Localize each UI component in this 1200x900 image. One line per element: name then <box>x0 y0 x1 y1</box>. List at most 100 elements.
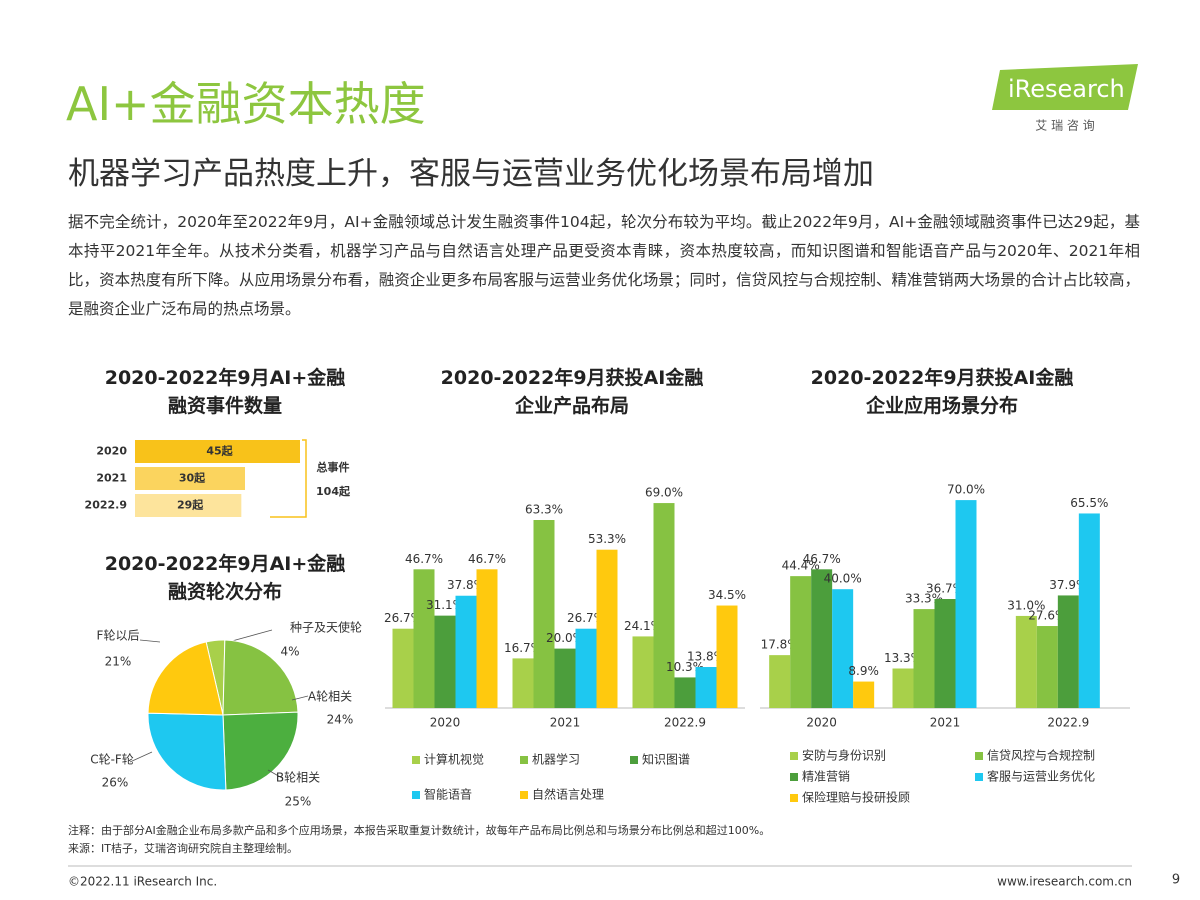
value-label: 65.5% <box>1070 496 1108 510</box>
pie-value: 26% <box>102 776 129 790</box>
bar <box>554 648 576 708</box>
value-label: 31.0% <box>1007 598 1045 612</box>
logo-sub: 艾 瑞 咨 询 <box>1035 118 1094 133</box>
value-label: 53.3% <box>588 532 626 546</box>
source: 来源：IT桔子，艾瑞咨询研究院自主整理绘制。 <box>68 842 298 855</box>
x-tick-label: 2022.9 <box>1047 716 1089 730</box>
value-label: 10.3% <box>666 660 704 674</box>
title: AI+金融资本热度 <box>66 77 426 131</box>
bar <box>434 615 456 708</box>
value-label: 37.8% <box>447 578 485 592</box>
value-label: 26.7% <box>567 611 605 625</box>
bar <box>913 609 935 708</box>
category-label: 2020 <box>96 445 127 458</box>
note: 注释：由于部分AI金融企业布局多款产品和多个应用场景，本报告采取重复计数统计，故… <box>68 824 771 837</box>
value-label: 30起 <box>179 471 206 485</box>
value-label: 70.0% <box>947 483 985 497</box>
value-label: 17.8% <box>761 638 799 652</box>
value-label: 37.9% <box>1049 578 1087 592</box>
pie-value: 21% <box>105 655 132 669</box>
bar <box>392 628 414 708</box>
leader-line <box>231 629 273 642</box>
value-label: 63.3% <box>525 502 563 516</box>
legend-label: 精准营销 <box>802 770 850 784</box>
copyright: ©2022.11 iResearch Inc. <box>68 875 217 889</box>
value-label: 46.7% <box>405 552 443 566</box>
pie-value: 25% <box>285 795 312 809</box>
value-label: 26.7% <box>384 611 422 625</box>
subtitle: 机器学习产品热度上升，客服与运营业务优化场景布局增加 <box>68 156 874 192</box>
value-label: 13.8% <box>687 650 725 664</box>
bar <box>790 576 812 708</box>
pie-label: B轮相关 <box>276 771 320 785</box>
chart-title: 2020-2022年9月获投AI金融 企业产品布局 <box>440 367 704 417</box>
pie-label: C轮-F轮 <box>90 753 134 767</box>
value-label: 34.5% <box>708 588 746 602</box>
x-tick-label: 2020 <box>430 716 461 730</box>
leader-line <box>267 769 283 779</box>
bar <box>832 589 854 708</box>
value-label: 29起 <box>177 498 204 512</box>
legend-swatch <box>790 752 798 760</box>
legend-swatch <box>630 756 638 764</box>
value-label: 46.7% <box>803 552 841 566</box>
pie-label: 种子及天使轮 <box>290 620 362 635</box>
value-label: 45起 <box>206 444 233 458</box>
legend-label: 保险理赔与投研投顾 <box>802 790 910 805</box>
pie-slice <box>147 641 224 716</box>
value-label: 31.1% <box>426 598 464 612</box>
legend-label: 机器学习 <box>532 752 580 767</box>
value-label: 20.0% <box>546 631 584 645</box>
value-label: 27.6% <box>1028 609 1066 623</box>
bar <box>135 467 245 490</box>
pie-label: F轮以后 <box>97 629 140 643</box>
value-label: 44.4% <box>782 559 820 573</box>
leader-line <box>129 751 153 763</box>
bar <box>512 658 534 708</box>
x-tick-label: 2021 <box>550 716 581 730</box>
value-label: 33.3% <box>905 592 943 606</box>
bar <box>674 677 696 708</box>
value-label: 16.7% <box>504 641 542 655</box>
bar <box>1078 513 1100 708</box>
value-label: 69.0% <box>645 486 683 500</box>
bar <box>716 605 738 708</box>
legend-label: 计算机视觉 <box>424 752 484 767</box>
bar <box>955 500 977 708</box>
value-label: 8.9% <box>848 664 879 678</box>
bracket <box>270 439 307 518</box>
bar <box>653 503 675 708</box>
bar <box>476 569 498 708</box>
legend-label: 信贷风控与合规控制 <box>987 748 1095 763</box>
legend-label: 客服与运营业务优化 <box>987 769 1095 784</box>
bar <box>533 519 555 708</box>
body-text: 据不完全统计，2020年至2022年9月，AI+金融领域总计发生融资事件104起… <box>68 213 1140 318</box>
site: www.iresearch.com.cn <box>997 875 1132 889</box>
legend-label: 自然语言处理 <box>532 787 604 802</box>
legend-swatch <box>975 773 983 781</box>
bar <box>853 681 875 708</box>
x-tick-label: 2022.9 <box>664 716 706 730</box>
legend-label: 知识图谱 <box>642 753 690 767</box>
annotation: 总事件 <box>317 460 350 474</box>
logo-badge <box>992 64 1138 110</box>
chart-title: 2020-2022年9月AI+金融 融资事件数量 <box>104 367 346 417</box>
value-label: 46.7% <box>468 552 506 566</box>
pie-slice <box>222 711 299 791</box>
bar <box>1057 595 1079 708</box>
legend-swatch <box>520 791 528 799</box>
legend-swatch <box>520 756 528 764</box>
logo: iResearch <box>1008 75 1125 103</box>
value-label: 24.1% <box>624 619 662 633</box>
annotation: 104起 <box>316 484 351 498</box>
chart-title: 2020-2022年9月获投AI金融 企业应用场景分布 <box>810 367 1074 417</box>
pie-slice <box>147 712 227 791</box>
bar <box>575 628 597 708</box>
value-label: 13.3% <box>884 651 922 665</box>
value-label: 40.0% <box>824 572 862 586</box>
bar <box>1015 615 1037 708</box>
legend-swatch <box>412 756 420 764</box>
pie-value: 24% <box>327 713 354 727</box>
